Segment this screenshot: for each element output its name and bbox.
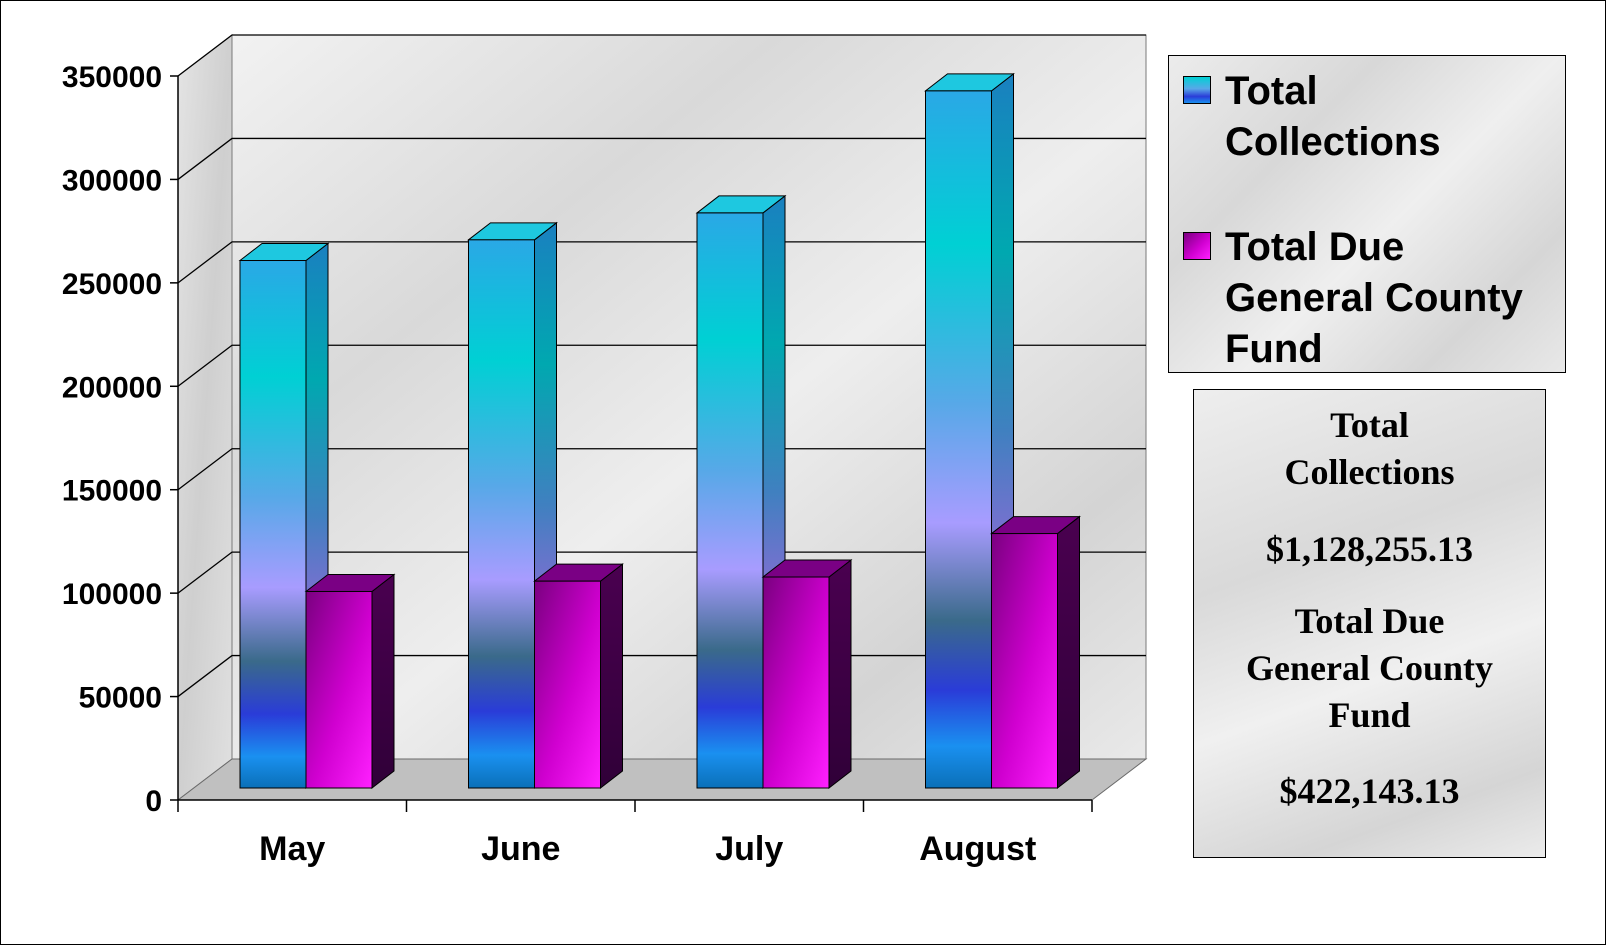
summary-line: Total xyxy=(1330,405,1409,445)
bar-collections-june xyxy=(467,221,558,790)
legend-swatch-total-collections xyxy=(1183,76,1211,104)
bar-front-face xyxy=(696,212,764,789)
legend-line: Total xyxy=(1225,69,1318,113)
total-due-label: Total Due General County Fund xyxy=(1194,598,1545,739)
y-tick-label: 350000 xyxy=(62,61,162,94)
bar-side-face xyxy=(828,558,852,790)
bar-front-face xyxy=(762,576,830,789)
y-tick-label: 50000 xyxy=(79,682,162,715)
y-tick-label: 300000 xyxy=(62,164,162,197)
x-category-label: August xyxy=(919,830,1036,868)
bar-front-face xyxy=(534,580,601,789)
bar-due-august xyxy=(990,515,1081,790)
gridline xyxy=(177,551,1146,594)
bar-due-july xyxy=(761,558,853,790)
total-due-value: $422,143.13 xyxy=(1279,771,1460,811)
summary-line: Collections xyxy=(1284,452,1455,492)
legend-line: Collections xyxy=(1225,120,1441,164)
y-tick-label: 200000 xyxy=(62,371,162,404)
summary-line: General County xyxy=(1246,648,1493,688)
totals-summary-box: Total Collections $1,128,255.13 Total Du… xyxy=(1193,389,1546,858)
legend-entry-total-due: Total Due General County Fund xyxy=(1183,222,1523,375)
y-tick-label: 150000 xyxy=(62,475,162,508)
bar-due-may xyxy=(304,573,396,790)
bar-due-june xyxy=(533,563,624,790)
legend-label-total-due: Total Due General County Fund xyxy=(1225,222,1523,375)
gridline xyxy=(177,241,1146,284)
total-collections-value: $1,128,255.13 xyxy=(1266,529,1473,569)
y-tick-label: 250000 xyxy=(62,268,162,301)
legend-line: Fund xyxy=(1225,327,1323,371)
gridline xyxy=(177,448,1146,491)
bar-front-face xyxy=(305,590,373,789)
bar-front-face xyxy=(468,239,535,789)
x-category-label: July xyxy=(715,830,783,868)
bar-front-face xyxy=(991,533,1058,789)
legend-line: Total Due xyxy=(1225,225,1405,269)
bar-collections-may xyxy=(238,242,330,790)
summary-line: Total Due xyxy=(1294,601,1445,641)
gridline xyxy=(177,137,1146,180)
x-category-label: June xyxy=(481,830,560,868)
legend: Total Collections Total Due General Coun… xyxy=(1168,55,1566,373)
x-category-label: May xyxy=(259,830,325,868)
gridline xyxy=(177,34,1146,77)
bar-front-face xyxy=(925,90,992,789)
legend-entry-total-collections: Total Collections xyxy=(1183,66,1441,168)
y-tick-label: 100000 xyxy=(62,578,162,611)
legend-line: General County xyxy=(1225,276,1523,320)
legend-label-total-collections: Total Collections xyxy=(1225,66,1441,168)
summary-line: Fund xyxy=(1328,695,1411,735)
legend-swatch-total-due xyxy=(1183,232,1211,260)
total-collections-label: Total Collections xyxy=(1194,402,1545,496)
bar-side-face xyxy=(371,573,395,790)
bar-side-face xyxy=(600,563,623,790)
chart-side-wall xyxy=(177,33,233,802)
y-tick-label: 0 xyxy=(145,785,162,818)
bar-front-face xyxy=(239,260,307,789)
bar-side-face xyxy=(1057,515,1080,790)
gridline xyxy=(177,344,1146,387)
